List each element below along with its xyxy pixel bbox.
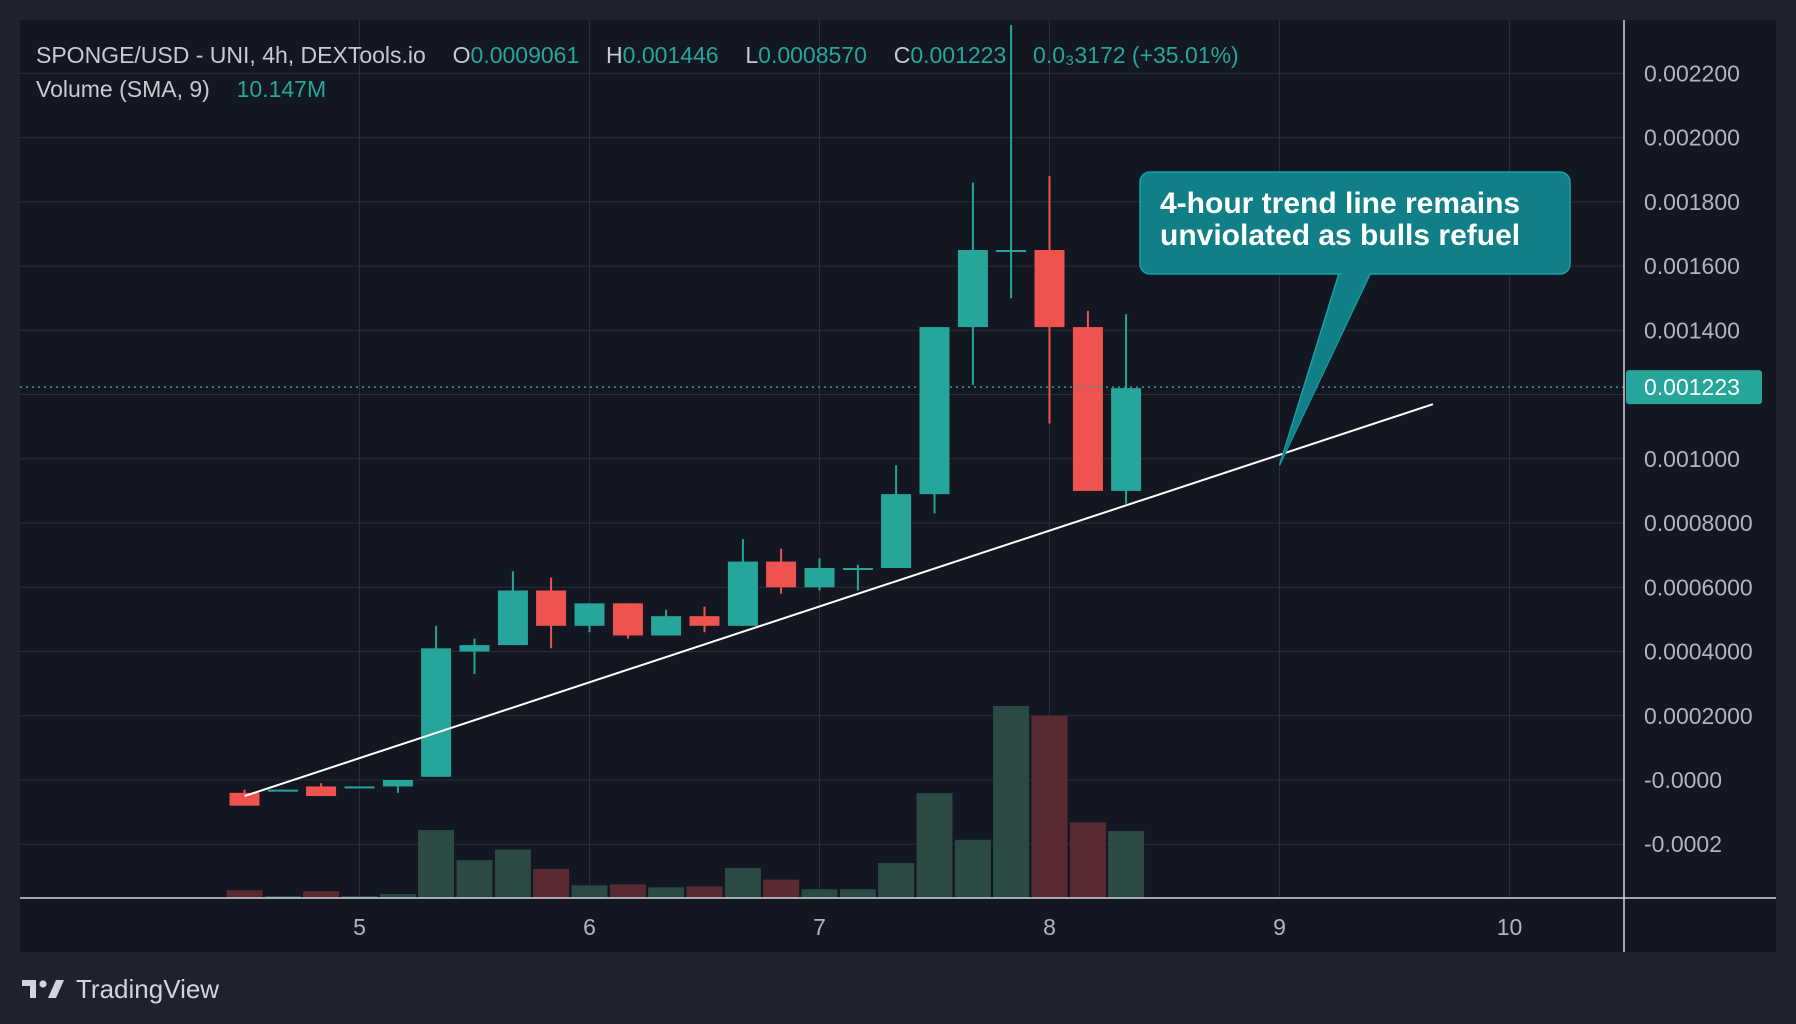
candle-body[interactable] (651, 616, 682, 636)
volume-bar (571, 885, 608, 898)
candle-body[interactable] (1072, 327, 1103, 491)
volume-bar (993, 705, 1030, 898)
x-tick-label: 7 (813, 914, 826, 940)
tradingview-logo-icon (22, 980, 64, 998)
volume-bar (533, 868, 570, 898)
high-value: 0.001446 (622, 42, 719, 68)
candle-body[interactable] (536, 590, 567, 626)
callout-pointer-fill (1279, 273, 1370, 466)
chart-pane (20, 20, 1776, 952)
brand-name: TradingView (76, 973, 220, 1004)
candle-body[interactable] (689, 616, 720, 626)
callout-line-1: 4-hour trend line remains (1160, 187, 1521, 220)
chart-legend: SPONGE/USD - UNI, 4h, DEXTools.io O0.000… (36, 38, 1239, 106)
candle-body[interactable] (1111, 388, 1142, 491)
volume-label: Volume (SMA, 9) (36, 76, 210, 102)
candle-body[interactable] (727, 561, 758, 626)
volume-bar (418, 830, 455, 898)
candle-body[interactable] (766, 561, 797, 588)
y-tick-label: 0.002200 (1644, 60, 1740, 86)
open-label: O (452, 42, 471, 68)
change-value: 0.0₃3172 (+35.01%) (1033, 42, 1239, 68)
y-tick-label: 0.0006000 (1644, 574, 1753, 600)
volume-bar (839, 889, 876, 898)
volume-bar (686, 886, 723, 898)
candle-body[interactable] (344, 786, 375, 789)
x-tick-label: 5 (353, 914, 366, 940)
trend-line[interactable] (244, 403, 1434, 798)
y-tick-label: 0.0008000 (1644, 510, 1753, 536)
volume-bar (226, 890, 263, 898)
volume-bar (1069, 822, 1106, 898)
volume-bar (1031, 715, 1068, 898)
y-tick-label: -0.0002 (1644, 831, 1722, 857)
volume-bar (878, 863, 915, 898)
candle-body[interactable] (229, 792, 260, 806)
volume-bar (609, 884, 646, 898)
x-tick-label: 9 (1273, 914, 1286, 940)
volume-bar (763, 879, 800, 898)
candle-body[interactable] (421, 648, 452, 777)
volume-bar (724, 867, 761, 898)
y-tick-label: 0.0004000 (1644, 639, 1753, 665)
volume-bar (954, 839, 991, 898)
volume-bar (494, 849, 531, 898)
high-label: H (606, 42, 623, 68)
callout-line-2: unviolated as bulls refuel (1160, 219, 1521, 252)
candle-body[interactable] (996, 250, 1027, 253)
candle-body[interactable] (957, 250, 988, 328)
candle-body[interactable] (881, 494, 912, 569)
x-tick-label: 10 (1497, 914, 1523, 940)
y-tick-label: 0.001800 (1644, 189, 1740, 215)
candle-body[interactable] (459, 645, 490, 652)
volume-bar (303, 891, 340, 898)
last-price-label: 0.001223 (1644, 374, 1740, 400)
candle-body[interactable] (382, 780, 413, 787)
candle-body[interactable] (497, 590, 528, 646)
x-tick-label: 8 (1043, 914, 1056, 940)
x-tick-label: 6 (583, 914, 596, 940)
close-value: 0.001223 (910, 42, 1007, 68)
ohlc-legend-row: SPONGE/USD - UNI, 4h, DEXTools.io O0.000… (36, 38, 1239, 72)
y-tick-label: 0.0002000 (1644, 703, 1753, 729)
y-tick-label: 0.001400 (1644, 317, 1740, 343)
candle-body[interactable] (919, 327, 950, 495)
volume-value: 10.147M (236, 76, 327, 102)
y-tick-label: -0.0000 (1644, 767, 1722, 793)
close-label: C (893, 42, 911, 68)
volume-bar (648, 887, 685, 898)
candle-body[interactable] (574, 603, 605, 626)
volume-legend-row: Volume (SMA, 9) 10.147M (36, 72, 1239, 106)
candle-body[interactable] (306, 786, 337, 797)
candle-body[interactable] (1034, 250, 1065, 328)
low-value: 0.0008570 (758, 42, 867, 68)
trendline-callout-text: 4-hour trend line remains unviolated as … (1140, 172, 1570, 274)
candle-body[interactable] (842, 568, 873, 571)
volume-bar (801, 889, 838, 898)
volume-bar (916, 793, 953, 898)
y-tick-label: 0.001000 (1644, 446, 1740, 472)
candle-body[interactable] (804, 568, 835, 588)
volume-bar (1108, 831, 1145, 898)
last-price-tag (1626, 370, 1762, 405)
volume-bar (264, 896, 301, 898)
tradingview-brand[interactable]: TradingView (20, 972, 219, 1006)
y-tick-label: 0.002000 (1644, 125, 1740, 151)
y-tick-label: 0.001600 (1644, 253, 1740, 279)
candle-body[interactable] (612, 603, 643, 636)
volume-bar (456, 860, 493, 898)
volume-bar (341, 896, 378, 898)
candle-body[interactable] (267, 789, 298, 792)
symbol-label: SPONGE/USD - UNI, 4h, DEXTools.io (36, 42, 426, 68)
open-value: 0.0009061 (470, 42, 580, 68)
low-label: L (745, 42, 759, 68)
volume-bar (379, 894, 416, 898)
